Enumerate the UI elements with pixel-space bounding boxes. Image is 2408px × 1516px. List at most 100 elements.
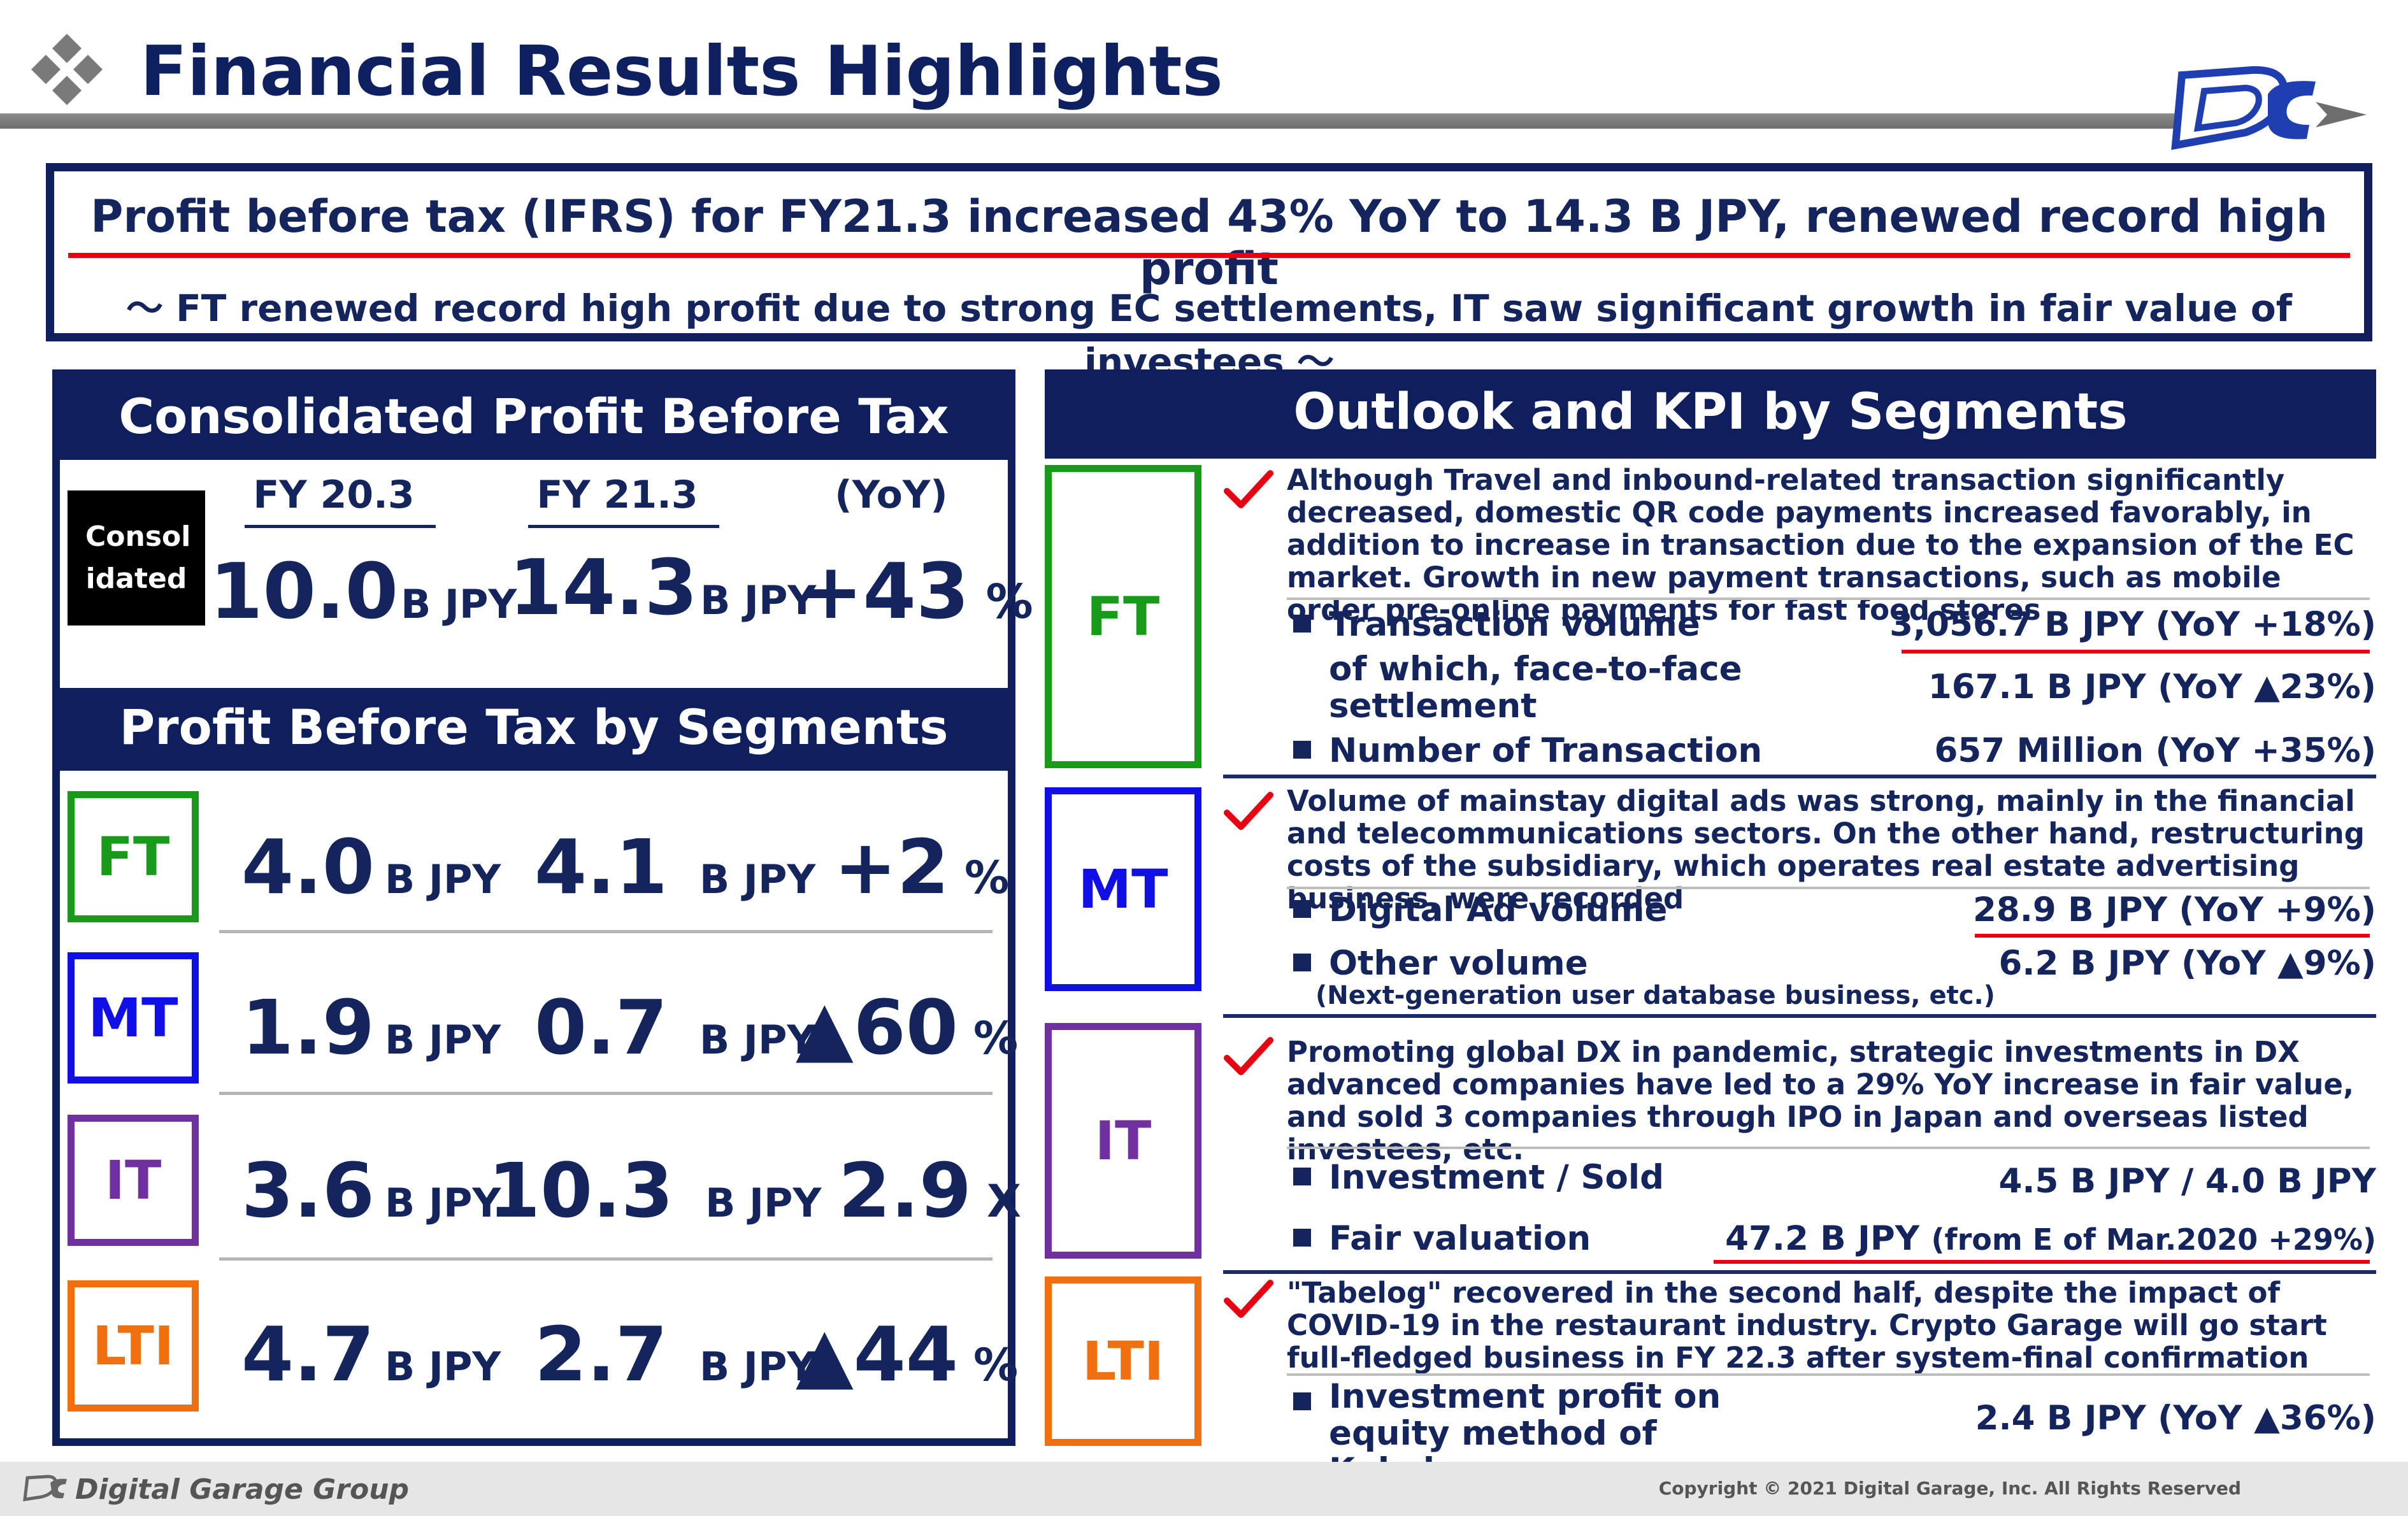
segment-lti-yoy: ▲44% (796, 1317, 1018, 1392)
kpi-divider (1287, 597, 2370, 600)
outlook-badge-mt: MT (1045, 787, 1201, 991)
it-kpi2-value: 47.2 B JPY (from E of Mar.2020 +29%) (1725, 1220, 2376, 1258)
mt-kpi2-value: 6.2 B JPY (YoY ▲9%) (1998, 944, 2376, 983)
bullet-square-icon (1293, 1168, 1311, 1186)
outlook-badge-ft-label: FT (1086, 585, 1160, 648)
it-kpi1-value: 4.5 B JPY / 4.0 B JPY (1998, 1162, 2376, 1201)
check-icon (1224, 792, 1273, 830)
bullet-square-icon (1293, 1392, 1311, 1410)
consolidated-fy20: 10.0B JPY (210, 554, 517, 631)
footer-brand: Digital Garage Group (75, 1473, 410, 1506)
ft-kpi1-value: 3,056.7 B JPY (YoY +18%) (1889, 605, 2376, 644)
segment-ft-fy21-value: 4.1 (534, 823, 668, 911)
segment-it-fy20-unit: B JPY (385, 1180, 501, 1226)
ft-description: Although Travel and inbound-related tran… (1287, 463, 2354, 627)
consolidated-fy20-value: 10.0 (210, 548, 399, 636)
segment-lti-yoy-unit: % (973, 1339, 1019, 1391)
headline-sub: ～ FT renewed record high profit due to s… (125, 287, 2293, 383)
bullet-square-icon (1293, 741, 1311, 759)
col-header-fy20: FY 20.3 (253, 473, 415, 517)
segment-it-fy20: 3.6 B JPY (241, 1153, 501, 1228)
it-kpi-investment-sold: Investment / Sold (1293, 1159, 1664, 1196)
segment-mt-fy21: 0.7 B JPY (534, 990, 815, 1065)
segment-ft-fy20-value: 4.0 (241, 823, 375, 911)
ft-kpi1b-value: 167.1 B JPY (YoY ▲23%) (1928, 668, 2376, 706)
segment-lti-fy21-unit: B JPY (699, 1343, 816, 1390)
mt-kpi1-value: 28.9 B JPY (YoY +9%) (1972, 890, 2376, 929)
segment-it-fy21: 10.3 B JPY (488, 1153, 821, 1228)
bullet-square-icon (1293, 954, 1311, 972)
segment-mt-fy20-value: 1.9 (241, 983, 375, 1071)
row-divider (219, 1257, 993, 1261)
consolidated-panel: Consolidated Profit Before Tax FY 20.3 F… (52, 369, 1033, 1446)
segments-title: Profit Before Tax by Segments (60, 688, 1008, 771)
segment-lti-fy20-unit: B JPY (385, 1343, 501, 1390)
segment-badge-mt: MT (68, 952, 199, 1083)
lti-kpi1-value: 2.4 B JPY (YoY ▲36%) (1975, 1399, 2376, 1438)
segment-ft-yoy-value: +2 (834, 823, 949, 911)
segment-mt-yoy: ▲60% (796, 990, 1018, 1065)
segment-ft-fy21-unit: B JPY (699, 856, 816, 903)
consolidated-fy21-value: 14.3 (509, 544, 698, 633)
mt-kpi2-note: (Next-generation user database business,… (1315, 981, 1995, 1010)
outlook-badge-mt-label: MT (1078, 858, 1168, 920)
it-kpi1-label: Investment / Sold (1329, 1158, 1665, 1197)
outlook-badge-ft: FT (1045, 465, 1201, 768)
segment-ft-yoy-unit: % (964, 852, 1010, 904)
outlook-badge-lti: LTI (1045, 1276, 1201, 1446)
segment-mt-fy20-unit: B JPY (385, 1017, 501, 1063)
it-kpi-fair-valuation: Fair valuation (1293, 1220, 1591, 1257)
consolidated-fy21: 14.3B JPY (509, 550, 816, 627)
headline-box: Profit before tax (IFRS) for FY21.3 incr… (46, 163, 2372, 383)
page-title: Financial Results Highlights (140, 32, 1223, 111)
segment-badge-ft: FT (68, 791, 199, 922)
mt-kpi-digital-ad: Digital Ad volume (1293, 892, 1667, 929)
dg-logo-icon (2171, 66, 2367, 150)
segment-divider (1223, 1014, 2376, 1018)
segment-it-fy21-value: 10.3 (488, 1147, 674, 1234)
segment-badge-mt-label: MT (88, 987, 178, 1049)
segment-lti-yoy-value: ▲44 (796, 1310, 958, 1398)
segment-badge-ft-label: FT (96, 826, 170, 888)
col-underline-fy21 (528, 525, 719, 528)
segment-badge-lti: LTI (68, 1280, 199, 1412)
check-icon (1224, 1280, 1273, 1318)
segment-badge-it: IT (68, 1115, 199, 1246)
bullet-square-icon (1293, 615, 1311, 633)
kpi-divider (1287, 1373, 2370, 1376)
consolidated-yoy-unit: % (985, 575, 1033, 629)
segment-divider (1223, 1270, 2376, 1274)
mt-kpi1-underline (1975, 934, 2370, 938)
it-kpi2-value-main: 47.2 B JPY (1725, 1219, 1920, 1258)
col-header-fy21: FY 21.3 (536, 473, 698, 517)
consolidated-fy21-unit: B JPY (700, 577, 817, 624)
footer-copyright: Copyright © 2021 Digital Garage, Inc. Al… (1658, 1478, 2241, 1499)
footer (0, 1462, 2408, 1516)
segment-divider (1223, 775, 2376, 778)
segment-it-yoy-unit: X (987, 1175, 1022, 1227)
headline-divider (68, 253, 2350, 258)
segment-mt-fy21-value: 0.7 (534, 983, 668, 1071)
title-rule (0, 113, 2217, 129)
ft-kpi-number-of-transaction: Number of Transaction (1293, 733, 1762, 769)
outlook-badge-it-label: IT (1094, 1110, 1152, 1172)
col-underline-fy20 (245, 525, 436, 528)
segment-mt-fy21-unit: B JPY (699, 1017, 816, 1063)
check-icon (1224, 1037, 1273, 1075)
it-kpi2-label: Fair valuation (1329, 1219, 1591, 1258)
consolidated-badge: Consol idated (68, 490, 205, 626)
segment-ft-fy20-unit: B JPY (385, 856, 501, 903)
kpi-divider (1287, 887, 2370, 889)
consolidated-yoy-value: +43 (799, 548, 970, 636)
segment-ft-fy21: 4.1 B JPY (534, 829, 815, 905)
segment-lti-fy20: 4.7 B JPY (241, 1317, 501, 1392)
segment-it-yoy: 2.9 X (838, 1153, 1021, 1228)
it-kpi2-value-note: (from E of Mar.2020 +29%) (1931, 1222, 2376, 1257)
ft-kpi1b-label: of which, face-to-face settlement (1329, 650, 1742, 726)
consolidated-title: Consolidated Profit Before Tax (60, 377, 1008, 460)
bullet-square-icon (1293, 1229, 1311, 1247)
mt-kpi-other-volume: Other volume (1293, 945, 1588, 982)
segment-ft-fy20: 4.0 B JPY (241, 829, 501, 905)
mt-kpi1-label: Digital Ad volume (1329, 890, 1668, 929)
consolidated-yoy: +43% (799, 554, 1033, 631)
